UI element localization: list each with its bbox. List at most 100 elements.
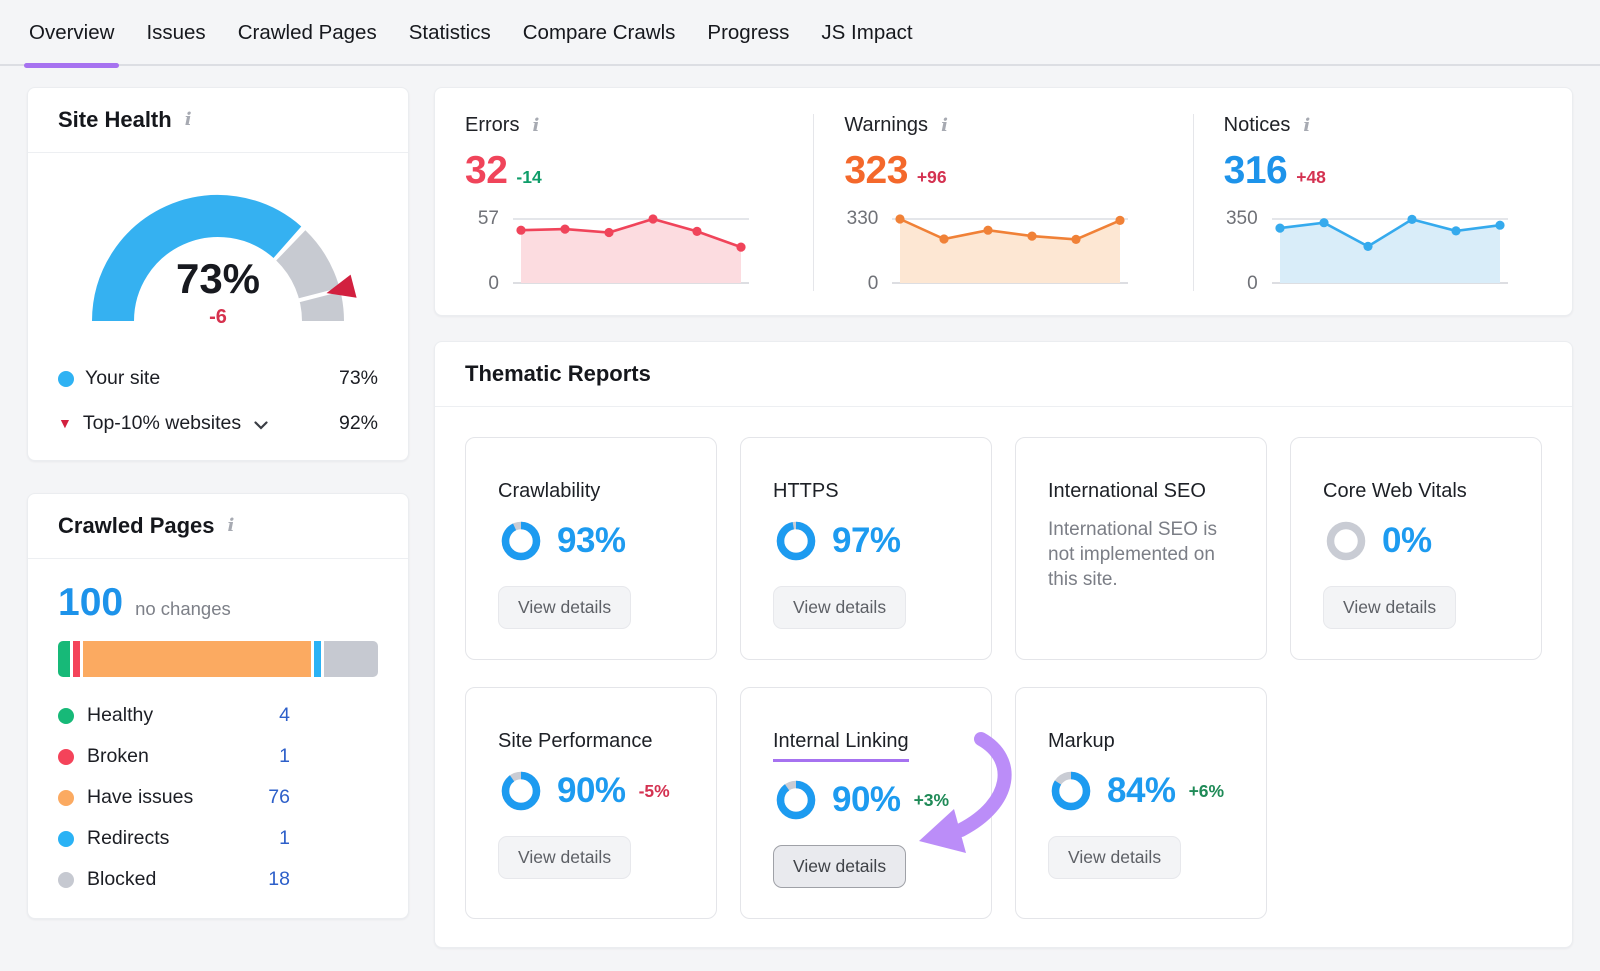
warnings-label: Warnings [844, 114, 929, 136]
site-performance-donut-icon [498, 768, 544, 814]
have-issues-dot-icon [58, 789, 74, 806]
report-title: HTTPS [773, 480, 839, 502]
report-card-core-web-vitals: Core Web Vitals 0% View details [1290, 437, 1542, 660]
notices-value[interactable]: 316 [1223, 149, 1288, 192]
errors-value[interactable]: 32 [465, 149, 508, 192]
internal-linking-donut-icon [773, 777, 819, 823]
list-item-blocked: Blocked 18 [58, 859, 290, 900]
report-score: 93% [557, 521, 626, 560]
segment-label: Blocked [87, 868, 157, 890]
info-icon[interactable]: i [532, 114, 540, 136]
notices-delta: +48 [1296, 167, 1326, 187]
report-score: 90% [557, 771, 626, 810]
report-score: 84% [1107, 771, 1176, 810]
report-score: 90% [832, 780, 901, 819]
legend-label: Your site [85, 367, 161, 389]
report-title: Internal Linking [773, 730, 909, 762]
info-icon[interactable]: i [184, 109, 192, 130]
warnings-delta: +96 [916, 167, 947, 187]
errors-axis: 57 0 [465, 208, 511, 294]
site-health-title: Site Health [58, 107, 172, 132]
tab-crawled-pages[interactable]: Crawled Pages [237, 21, 377, 44]
axis-max-label: 57 [477, 208, 499, 229]
tab-issues[interactable]: Issues [146, 21, 206, 44]
crawled-pages-total[interactable]: 100 [58, 581, 124, 624]
view-details-button[interactable]: View details [1048, 836, 1182, 879]
redirects-count-link[interactable]: 1 [279, 827, 290, 849]
axis-max-label: 330 [846, 208, 879, 229]
axis-min-label: 0 [1247, 273, 1258, 294]
report-card-crawlability: Crawlability 93% View details [465, 437, 717, 660]
report-delta: +3% [913, 789, 950, 810]
report-card-internal-linking: Internal Linking 90% +3% View details [740, 687, 992, 919]
report-card-https: HTTPS 97% View details [740, 437, 992, 660]
axis-min-label: 0 [867, 273, 879, 294]
chevron-down-icon[interactable] [254, 413, 268, 436]
notices-sparkline [1270, 211, 1510, 291]
legend-your-site: Your site 73% [58, 357, 378, 400]
crawled-pages-title: Crawled Pages [58, 513, 215, 538]
list-item-broken: Broken 1 [58, 736, 290, 777]
crawled-pages-card: Crawled Pages i 100 no changes Healthy 4 [27, 493, 409, 919]
svg-text:-6: -6 [209, 306, 227, 328]
view-details-button[interactable]: View details [1323, 586, 1457, 629]
view-details-button-internal-linking[interactable]: View details [773, 845, 907, 888]
issues-summary-card: Errors i 32 -14 57 0 [434, 87, 1573, 316]
svg-text:73%: 73% [176, 255, 260, 302]
report-title: Core Web Vitals [1323, 480, 1467, 502]
errors-label: Errors [465, 114, 520, 136]
errors-stat: Errors i 32 -14 57 0 [435, 114, 813, 294]
report-card-site-performance: Site Performance 90% -5% View details [465, 687, 717, 919]
blocked-count-link[interactable]: 18 [268, 868, 290, 890]
errors-sparkline [511, 211, 751, 291]
axis-max-label: 350 [1225, 208, 1258, 229]
have-issues-count-link[interactable]: 76 [268, 786, 290, 808]
tab-compare-crawls[interactable]: Compare Crawls [522, 21, 676, 44]
core-web-vitals-donut-icon [1323, 518, 1369, 564]
markup-donut-icon [1048, 768, 1094, 814]
thematic-reports-title: Thematic Reports [465, 361, 651, 386]
tab-js-impact[interactable]: JS Impact [821, 21, 913, 44]
https-donut-icon [773, 518, 819, 564]
list-item-have-issues: Have issues 76 [58, 777, 290, 818]
warnings-value[interactable]: 323 [844, 149, 908, 192]
segment-label: Healthy [87, 704, 154, 726]
site-health-gauge: 73% -6 [58, 171, 378, 345]
report-title: Site Performance [498, 730, 653, 752]
crawled-pages-stacked-bar [58, 641, 378, 677]
legend-label: Top-10% websites [82, 411, 242, 434]
info-icon[interactable]: i [1303, 114, 1311, 136]
healthy-count-link[interactable]: 4 [279, 704, 290, 726]
info-icon[interactable]: i [227, 515, 235, 536]
tab-statistics[interactable]: Statistics [408, 21, 491, 44]
segment-label: Have issues [87, 786, 194, 808]
report-delta: +6% [1188, 780, 1225, 801]
report-delta: -5% [638, 780, 670, 801]
your-site-dot-icon [58, 370, 74, 387]
crawled-pages-note: no changes [135, 598, 231, 619]
view-details-button[interactable]: View details [498, 586, 632, 629]
axis-min-label: 0 [488, 273, 499, 294]
report-card-markup: Markup 84% +6% View details [1015, 687, 1267, 919]
tab-progress[interactable]: Progress [707, 21, 790, 44]
notices-stat: Notices i 316 +48 350 0 [1192, 114, 1572, 294]
tab-overview[interactable]: Overview [23, 2, 120, 68]
report-score: 97% [832, 521, 901, 560]
report-title: Crawlability [498, 480, 601, 502]
view-details-button[interactable]: View details [773, 586, 907, 629]
report-score: 0% [1382, 521, 1432, 560]
report-title: Markup [1048, 730, 1115, 752]
info-icon[interactable]: i [941, 114, 948, 136]
segment-label: Redirects [87, 827, 170, 849]
healthy-dot-icon [58, 707, 74, 724]
broken-count-link[interactable]: 1 [279, 745, 290, 767]
errors-delta: -14 [516, 167, 542, 187]
legend-value: 73% [338, 367, 378, 389]
legend-top10-websites[interactable]: ▼ Top-10% websites 92% [58, 400, 378, 446]
redirects-dot-icon [58, 830, 74, 847]
view-details-button[interactable]: View details [498, 836, 632, 879]
thematic-reports-card: Thematic Reports Crawlability 93% View d… [434, 341, 1573, 948]
legend-value: 92% [338, 411, 378, 434]
list-item-redirects: Redirects 1 [58, 818, 290, 859]
notices-axis: 350 0 [1224, 208, 1270, 294]
